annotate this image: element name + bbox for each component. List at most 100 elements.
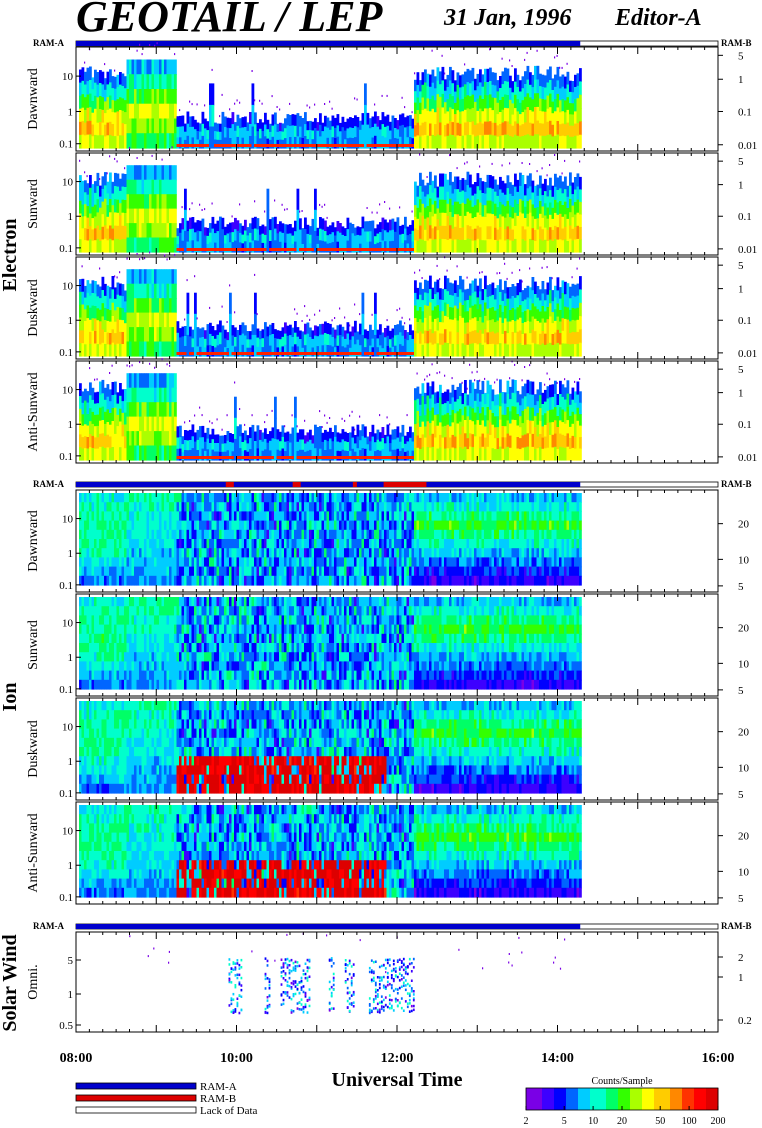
spectrogram-cell <box>519 269 521 272</box>
spectrogram-cell <box>91 280 95 294</box>
spectrogram-cell <box>386 248 390 251</box>
spectrogram-cell <box>101 446 105 461</box>
spectrogram-cell <box>111 395 115 409</box>
spectrogram-cell <box>86 305 90 319</box>
spectrogram-cell <box>389 456 392 459</box>
spectrogram-cell <box>159 89 162 105</box>
spectrogram-cell <box>221 144 225 147</box>
spectrogram-cell <box>431 381 435 396</box>
spectrogram-cell <box>409 224 412 235</box>
spectrogram-cell <box>114 420 117 435</box>
spectrogram-cell <box>211 228 215 241</box>
spectrogram-cell <box>489 344 492 357</box>
spectrogram-cell <box>509 240 512 253</box>
spectrogram-cell <box>444 391 447 404</box>
spectrogram-cell <box>276 439 280 451</box>
spectrogram-cell <box>146 298 150 314</box>
spectrogram-cell <box>551 101 555 114</box>
spectrogram-cell <box>269 324 272 336</box>
spectrogram-cell <box>551 345 555 357</box>
spectrogram-cell <box>136 133 140 149</box>
spectrogram-cell <box>241 432 245 443</box>
spectrogram-cell <box>479 190 482 204</box>
spectrogram-cell <box>271 114 275 127</box>
spectrogram-cell <box>544 99 547 113</box>
spectrogram-cell <box>536 229 540 242</box>
spectrogram-cell <box>326 441 330 452</box>
spectrogram-cell <box>104 198 107 213</box>
spectrogram-cell <box>104 320 107 333</box>
spectrogram-cell <box>164 165 167 181</box>
spectrogram-cell <box>504 392 507 405</box>
spectrogram-cell <box>226 456 230 459</box>
group-label-electron: Electron <box>0 219 21 292</box>
spectrogram-cell <box>509 411 512 425</box>
spectrogram-cell <box>84 502 87 512</box>
spectrogram-cell <box>236 241 240 253</box>
spectrogram-cell <box>506 407 510 421</box>
spectrogram-cell <box>134 327 137 343</box>
spectrogram-cell <box>209 232 212 243</box>
spectrogram-cell <box>436 241 440 253</box>
spectrogram-cell <box>559 333 562 346</box>
spectrogram-cell <box>109 436 112 449</box>
spectrogram-cell <box>471 318 475 332</box>
spectrogram-cell <box>381 94 383 97</box>
spectrogram-cell <box>429 423 432 436</box>
spectrogram-cell <box>446 123 450 137</box>
spectrogram-cell <box>294 417 297 440</box>
spectrogram-cell <box>374 456 377 459</box>
spectrogram-cell <box>544 322 547 335</box>
spectrogram-cell <box>424 305 427 319</box>
spectrogram-cell <box>111 316 115 330</box>
spectrogram-cell <box>579 437 582 450</box>
spectrogram-cell <box>321 248 325 251</box>
spectrogram-cell <box>571 92 575 104</box>
spectrogram-cell <box>494 322 497 334</box>
spectrogram-cell <box>521 162 523 164</box>
spectrogram-cell <box>421 179 425 193</box>
spectrogram-cell <box>469 295 472 309</box>
spectrogram-cell <box>459 447 462 461</box>
spectrogram-cell <box>251 436 255 449</box>
spectrogram-cell <box>274 352 277 355</box>
spectrogram-cell <box>356 331 360 341</box>
spectrogram-cell <box>554 225 557 240</box>
spectrogram-cell <box>91 195 95 208</box>
spectrogram-cell <box>231 325 235 336</box>
spectrogram-cell <box>89 511 92 522</box>
spectrogram-cell <box>364 448 367 461</box>
spectrogram-cell <box>126 74 130 90</box>
spectrogram-cell <box>136 253 138 255</box>
spectrogram-cell <box>369 456 372 459</box>
spectrogram-cell <box>414 240 417 253</box>
spectrogram-cell <box>256 337 260 348</box>
spectrogram-cell <box>146 89 150 105</box>
spectrogram-cell <box>521 379 523 382</box>
spectrogram-cell <box>386 94 388 97</box>
spectrogram-cell <box>514 225 517 240</box>
spectrogram-cell <box>441 322 445 335</box>
spectrogram-cell <box>184 131 187 141</box>
spectrogram-cell <box>139 402 142 418</box>
spectrogram-cell <box>509 399 512 412</box>
spectrogram-cell <box>126 416 130 432</box>
spectrogram-cell <box>119 447 122 461</box>
spectrogram-cell <box>139 133 142 149</box>
spectrogram-cell <box>281 346 285 357</box>
spectrogram-cell <box>89 493 92 503</box>
spectrogram-cell <box>161 387 165 403</box>
spectrogram-cell <box>221 335 225 347</box>
spectrogram-cell <box>334 456 337 459</box>
spectrogram-cell <box>264 456 267 459</box>
spectrogram-cell <box>501 71 505 85</box>
spectrogram-cell <box>169 208 172 224</box>
spectrogram-cell <box>411 144 415 147</box>
spectrogram-cell <box>246 122 250 132</box>
spectrogram-cell <box>206 438 210 450</box>
spectrogram-cell <box>261 432 265 443</box>
spectrogram-cell <box>99 135 102 149</box>
spectrogram-cell <box>119 319 122 333</box>
spectrogram-cell <box>529 310 532 323</box>
spectrogram-cell <box>574 332 577 345</box>
